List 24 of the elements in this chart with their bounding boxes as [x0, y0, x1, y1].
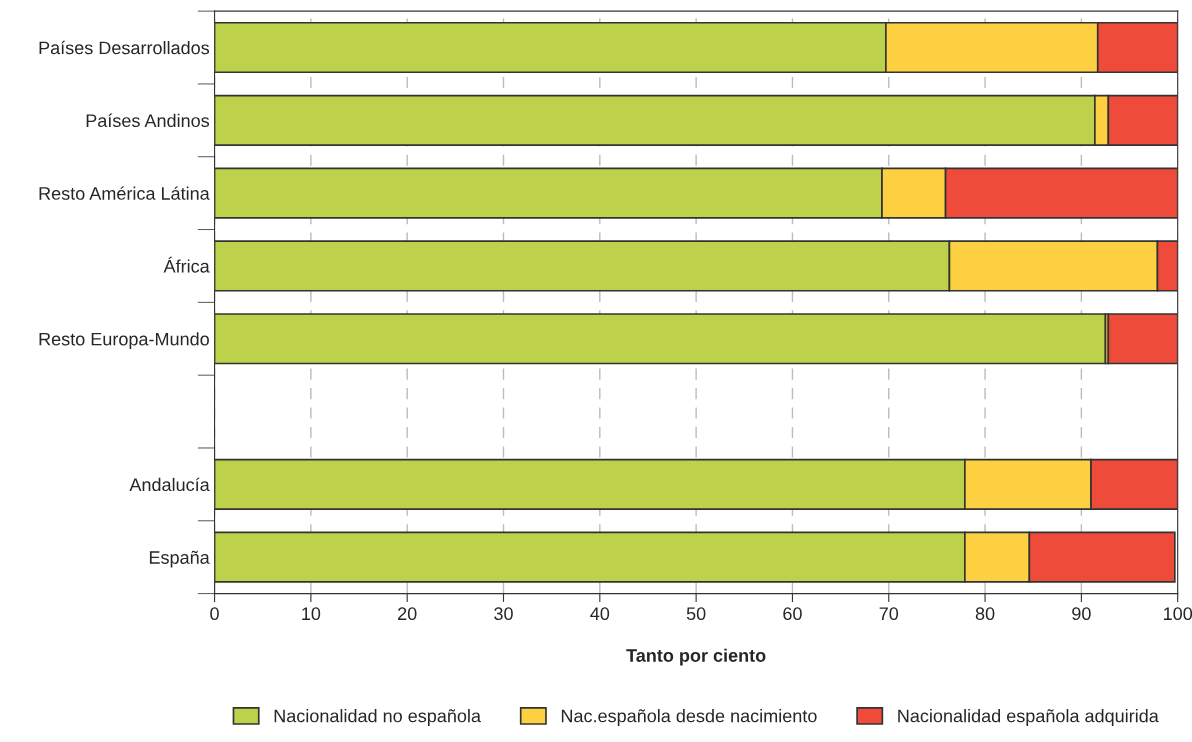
x-tick-label: 30 — [494, 607, 513, 621]
legend-label: Nacionalidad española adquirida — [898, 709, 1159, 726]
y-tick-label: Resto América Látina — [39, 186, 210, 200]
x-tick-label: 20 — [398, 607, 417, 621]
x-tick-label: 100 — [1164, 607, 1192, 621]
y-tick-label: Resto Europa-Mundo — [39, 332, 209, 350]
x-tick-label: 90 — [1072, 607, 1091, 621]
x-tick-label: 40 — [590, 607, 610, 621]
x-tick-label: 10 — [302, 607, 321, 621]
bar — [214, 313, 1107, 365]
x-tick-label: 0 — [210, 607, 219, 621]
y-tick-label: España — [149, 550, 210, 568]
y-tick-label: África — [163, 256, 210, 273]
x-tick-label: 60 — [783, 607, 802, 621]
y-tick-label: Países Andinos — [86, 113, 210, 128]
legend-label: Nac.española desde nacimiento — [561, 709, 817, 726]
bar — [1107, 313, 1178, 365]
x-tick-label: 50 — [686, 607, 706, 621]
x-tick-label: 80 — [975, 607, 995, 621]
y-tick-label: Andalucía — [129, 477, 210, 492]
x-tick-label: 70 — [879, 607, 899, 621]
legend-label: Nacionalidad no española — [274, 709, 481, 726]
x-axis-title: Tanto por ciento — [626, 648, 766, 666]
y-tick-label: Países Desarrollados — [39, 40, 210, 55]
